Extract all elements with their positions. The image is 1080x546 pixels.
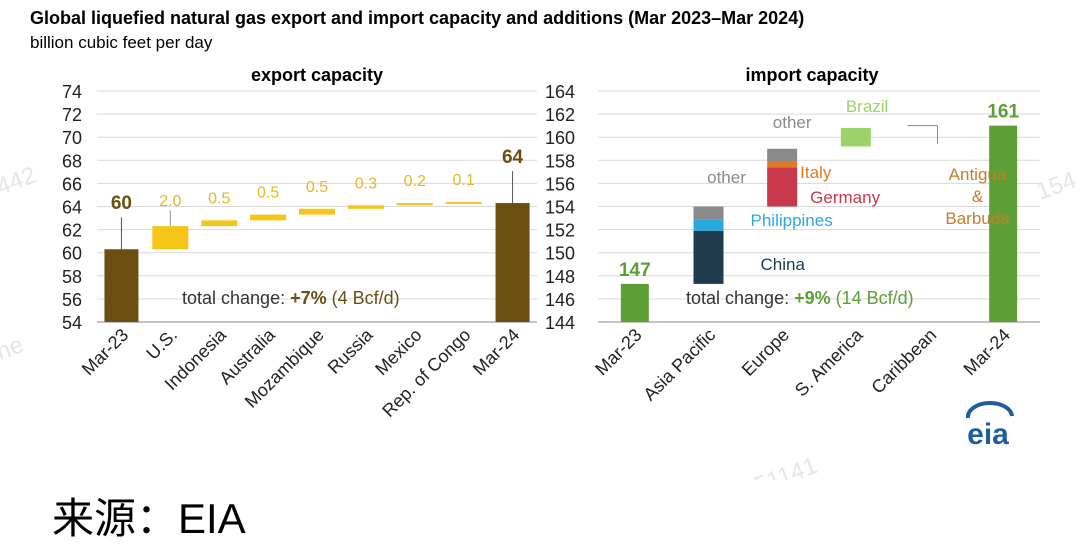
chart-canvas: 442he111145114122122154 export capacity5… (0, 65, 1080, 480)
import-total-change: total change: +9% (14 Bcf/d) (686, 288, 914, 308)
watermark-text: he (0, 331, 27, 366)
import-y-tick-label: 162 (545, 105, 575, 125)
import-y-tick-label: 148 (545, 267, 575, 287)
export-bar-u-s- (152, 226, 189, 250)
export-addition-label: 0.2 (404, 173, 426, 190)
export-total-change-prefix: total change: (182, 288, 290, 308)
watermark-text: 154 (1033, 167, 1080, 206)
export-total-change-amount: (4 Bcf/d) (327, 288, 400, 308)
export-x-tick-label: Mar-23 (78, 325, 132, 379)
export-y-tick-label: 56 (62, 290, 82, 310)
export-x-tick-label: Mar-24 (469, 325, 523, 379)
asia-other-label: other (707, 168, 746, 187)
import-segment-italy (767, 161, 798, 168)
import-segment-other (767, 148, 798, 162)
import-y-tick-label: 156 (545, 174, 575, 194)
import-y-tick-label: 152 (545, 221, 575, 241)
export-addition-label: 0.5 (257, 185, 279, 202)
import-bar-mar-24 (989, 125, 1018, 323)
import-panel-title: import capacity (745, 65, 878, 85)
export-panel-title: export capacity (251, 65, 383, 85)
chart-subtitle: billion cubic feet per day (30, 33, 213, 52)
export-chart: export capacity 54 56 58 60 62 64 66 68 70 72 74 60 2… (62, 65, 537, 421)
export-addition-label: 0.3 (355, 175, 377, 192)
import-x-tick-label: S. America (791, 324, 867, 400)
import-y-tick-label: 164 (545, 82, 575, 102)
import-segment-china (693, 230, 724, 284)
china-label: China (761, 255, 806, 274)
export-y-tick-label: 74 (62, 82, 82, 102)
import-bar-mar-23 (620, 283, 649, 322)
import-y-tick-label: 160 (545, 128, 575, 148)
export-y-tick-label: 62 (62, 221, 82, 241)
germany-label: Germany (810, 188, 880, 207)
export-bar-australia (250, 214, 287, 221)
antigua-barbuda-label: Antigua (949, 165, 1007, 184)
export-bar-indonesia (201, 220, 238, 227)
export-bar-mozambique (299, 208, 335, 215)
eia-logo-arc-icon (965, 401, 1014, 419)
export-x-tick-label: Rep. of Congo (378, 325, 474, 421)
export-y-tick-label: 54 (62, 313, 82, 333)
export-addition-label: 0.1 (453, 172, 475, 189)
export-y-tick-label: 70 (62, 128, 82, 148)
source-label: 来源：EIA (52, 495, 246, 542)
export-total-change-percent: +7% (290, 288, 327, 308)
export-y-tick-label: 66 (62, 174, 82, 194)
chart-title: Global liquefied natural gas export and … (30, 8, 805, 28)
import-total-change-amount: (14 Bcf/d) (831, 288, 914, 308)
export-x-tick-label: Russia (324, 324, 378, 378)
brazil-label: Brazil (846, 97, 889, 116)
export-total-change: total change: +7% (4 Bcf/d) (182, 288, 400, 308)
import-y-tick-label: 144 (545, 313, 575, 333)
export-x-tick-label: U.S. (142, 325, 181, 364)
export-y-tick-label: 72 (62, 105, 82, 125)
export-y-tick-label: 60 (62, 244, 82, 264)
antigua-barbuda-label: & (972, 187, 984, 206)
import-chart: import capacity 144 146 148 150 152 154 156 158 1… (545, 65, 1040, 405)
export-total-label: 64 (502, 147, 524, 168)
export-bar-rep-of-congo (445, 201, 482, 204)
export-y-tick-label: 58 (62, 267, 82, 287)
import-y-tick-label: 154 (545, 198, 575, 218)
watermark-text: 442 (0, 162, 40, 201)
export-addition-label: 0.5 (306, 179, 328, 196)
import-segment-philippines (693, 219, 724, 231)
italy-label: Italy (800, 163, 832, 182)
import-y-tick-label: 158 (545, 151, 575, 171)
import-x-tick-label: Mar-24 (960, 325, 1014, 379)
eia-logo-text: eia (967, 418, 1009, 451)
import-x-tick-label: Europe (738, 325, 793, 380)
export-bar-mexico (396, 203, 433, 206)
export-bar-russia (347, 205, 384, 209)
export-total-label: 60 (111, 193, 132, 214)
export-bar-mar-24 (495, 203, 530, 322)
philippines-label: Philippines (751, 211, 833, 230)
europe-other-label: other (773, 113, 812, 132)
export-bar-mar-23 (104, 249, 139, 322)
import-segment-brazil (840, 127, 871, 147)
import-x-tick-label: Asia Pacific (639, 325, 719, 405)
import-total-label: 147 (619, 260, 651, 281)
export-addition-label: 2.0 (159, 193, 181, 210)
import-y-tick-label: 150 (545, 244, 575, 264)
watermark-text: 1111451141 (693, 452, 821, 480)
eia-logo: eia (965, 401, 1014, 451)
import-segment-germany (767, 167, 798, 207)
antigua-barbuda-label: Barbuda (945, 209, 1010, 228)
import-x-tick-label: Caribbean (867, 325, 940, 398)
import-segment-other (693, 206, 724, 220)
export-y-tick-label: 68 (62, 151, 82, 171)
export-addition-label: 0.5 (208, 190, 230, 207)
import-x-tick-label: Mar-23 (591, 325, 645, 379)
import-total-change-percent: +9% (794, 288, 831, 308)
import-y-tick-label: 146 (545, 290, 575, 310)
import-total-change-prefix: total change: (686, 288, 794, 308)
import-total-label: 161 (987, 102, 1019, 123)
export-y-tick-label: 64 (62, 198, 82, 218)
